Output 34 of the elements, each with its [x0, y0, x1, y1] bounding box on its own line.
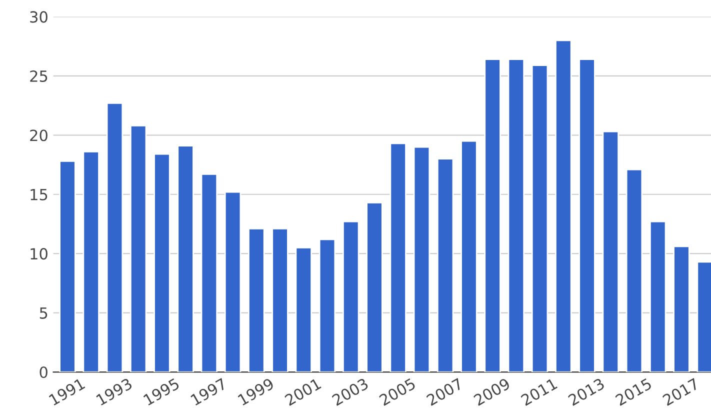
- bar: [484, 58, 501, 372]
- bar: [626, 168, 643, 372]
- bar: [436, 158, 454, 372]
- bar: [578, 58, 596, 372]
- bar: [555, 40, 572, 372]
- bar: [460, 140, 478, 372]
- y-tick-label: 0: [40, 366, 48, 378]
- bar: [318, 238, 336, 372]
- bar: [106, 102, 124, 372]
- bar: [295, 246, 312, 372]
- y-tick-label: 5: [40, 307, 48, 319]
- y-tick-label: 15: [30, 189, 48, 200]
- bar: [342, 220, 360, 372]
- y-tick-label: 10: [30, 248, 48, 260]
- y-tick-label: 30: [30, 11, 48, 23]
- bar: [224, 191, 242, 372]
- bar: [413, 146, 430, 372]
- bar: [649, 220, 666, 372]
- bar: [390, 142, 406, 372]
- y-tick-label: 25: [30, 70, 48, 82]
- bar: [673, 246, 690, 372]
- y-tick-label: 20: [30, 130, 48, 142]
- bar: [154, 153, 170, 372]
- bar: [200, 174, 218, 372]
- bar: [366, 202, 383, 372]
- bar: [531, 64, 548, 372]
- bar: [272, 228, 288, 372]
- bar: [602, 130, 620, 372]
- bar: [508, 58, 525, 372]
- bar: [130, 124, 147, 372]
- bar: [177, 145, 194, 372]
- bar: [82, 151, 100, 372]
- bar: [59, 160, 76, 372]
- bar: [248, 228, 265, 372]
